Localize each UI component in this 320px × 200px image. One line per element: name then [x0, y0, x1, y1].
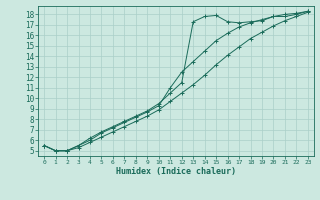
- X-axis label: Humidex (Indice chaleur): Humidex (Indice chaleur): [116, 167, 236, 176]
